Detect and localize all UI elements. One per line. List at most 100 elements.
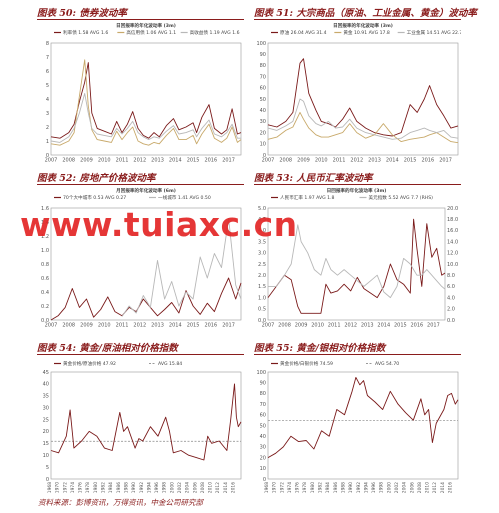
x-tick-label: 1992	[139, 482, 145, 493]
chart-title: 日回报率的年化波动率 (3m)	[327, 187, 387, 194]
y-tick-label: 1.4	[41, 220, 49, 226]
y-tick-label: 45	[43, 370, 49, 376]
x-tick-label: 2008	[200, 482, 206, 493]
y-tick-label: 50	[260, 97, 266, 103]
panel-title: 图表 55: 黄金/银相对价格指数	[254, 343, 386, 354]
x-tick-label: 2016	[411, 323, 424, 329]
x-tick-label: 2002	[394, 482, 400, 493]
plot-frame	[267, 371, 459, 480]
x-tick-label: 1986	[116, 482, 122, 493]
x-tick-label: 2013	[361, 323, 374, 329]
legend-label: 70个大中城市 0.53 AVG 0.27	[63, 194, 126, 201]
x-tick-label: 1972	[279, 482, 285, 493]
x-tick-label: 2010	[98, 158, 111, 164]
y-tick-label: 0	[263, 477, 266, 483]
x-tick-label: 2012	[344, 323, 357, 329]
x-tick-label: 2012	[133, 158, 146, 164]
y2-tick-label: 16.0	[447, 228, 458, 234]
chart-title: 日回报率的年化波动率 (3m)	[116, 22, 176, 29]
legend-label: AVG 54.70	[375, 361, 399, 367]
series-line	[267, 98, 459, 140]
y-tick-label: 40	[43, 382, 49, 388]
x-tick-label: 1976	[78, 482, 84, 493]
x-tick-label: 1996	[371, 482, 377, 493]
panel-title: 图表 50: 债券波动率	[37, 8, 127, 19]
panel-gold-oil-ratio: 图表 54: 黄金/原油相对价格指数 0 5 10 15 20 25 30 35 40 45 196…	[37, 340, 244, 493]
y-tick-label: 5	[46, 465, 49, 471]
x-tick-label: 2006	[409, 482, 415, 493]
x-tick-label: 2015	[187, 323, 200, 329]
legend-label: 利率债 1.58 AVG 1.6	[63, 29, 108, 36]
x-tick-label: 2016	[421, 158, 434, 164]
y-tick-label: 10	[43, 453, 49, 459]
x-tick-label: 2010	[98, 323, 111, 329]
x-tick-label: 1980	[310, 482, 316, 493]
x-tick-label: 1974	[70, 482, 76, 493]
y-tick-label: 1	[46, 139, 49, 145]
x-tick-label: 2006	[192, 482, 198, 493]
y-tick-label: 8	[46, 41, 49, 47]
x-tick-label: 1980	[93, 482, 99, 493]
y-tick-label: 80	[260, 391, 266, 397]
x-tick-label: 2017	[222, 323, 235, 329]
y-tick-label: 0.0	[258, 318, 266, 324]
series-line	[267, 111, 459, 144]
x-tick-label: 2009	[80, 323, 93, 329]
x-tick-label: 2013	[368, 158, 381, 164]
plot-frame	[50, 207, 242, 321]
y-tick-label: 3.0	[258, 251, 266, 257]
x-tick-label: 2013	[151, 158, 164, 164]
panel-title: 图表 52: 房地产价格波动率	[37, 173, 156, 184]
y-tick-label: 30	[260, 445, 266, 451]
x-tick-label: 1978	[302, 482, 308, 493]
y-tick-label: 20	[260, 455, 266, 461]
y-tick-label: 3	[46, 111, 49, 117]
y-tick-label: 90	[260, 52, 266, 58]
y-tick-label: 6	[46, 69, 49, 75]
y2-tick-label: 2.0	[447, 307, 455, 313]
x-tick-label: 2009	[295, 323, 308, 329]
x-tick-label: 2000	[386, 482, 392, 493]
x-tick-label: 1974	[287, 482, 293, 493]
x-tick-label: 2010	[315, 158, 328, 164]
y-tick-label: 1.5	[258, 284, 266, 290]
series-line	[50, 92, 241, 143]
x-tick-label: 2011	[116, 323, 129, 329]
legend-label: 工业金属 14.51 AVG 22.7	[407, 29, 461, 36]
x-tick-label: 1998	[162, 482, 168, 493]
x-tick-label: 2004	[185, 482, 191, 493]
rmb-volatility-chart: 日回报率的年化波动率 (3m) 0.0 0.5 1.0 1.5 2.0 2.5 3.0 3.5 4…	[258, 187, 458, 329]
series-line	[50, 277, 242, 321]
y-tick-label: 10	[260, 466, 266, 472]
x-tick-label: 2011	[328, 323, 341, 329]
x-tick-label: 1984	[108, 482, 114, 493]
x-tick-label: 2002	[177, 482, 183, 493]
y-tick-label: 0	[46, 477, 49, 483]
real-estate-volatility-chart: 月回报率的年化波动率 (6m) 0.0 0.2 0.4 0.6 0.8 1.0 1.2 1.4 1…	[41, 187, 242, 329]
x-tick-label: 2015	[187, 158, 200, 164]
x-tick-label: 1968	[47, 482, 53, 493]
title-rule	[254, 184, 461, 185]
x-tick-label: 2011	[116, 158, 129, 164]
series-line	[267, 58, 459, 137]
y-tick-label: 0.0	[41, 318, 49, 324]
x-tick-label: 1990	[131, 482, 137, 493]
x-tick-label: 2014	[169, 323, 182, 329]
x-tick-label: 1996	[154, 482, 160, 493]
y-tick-label: 7	[46, 55, 49, 61]
y-tick-label: 40	[260, 434, 266, 440]
x-tick-label: 1988	[340, 482, 346, 493]
x-tick-label: 2010	[425, 482, 431, 493]
legend-label: 高信用债 1.06 AVG 1.1	[126, 29, 176, 36]
x-tick-label: 1992	[356, 482, 362, 493]
y-tick-label: 0.6	[41, 276, 49, 282]
chart-title: 日回报率的年化波动率 (3m)	[333, 22, 393, 29]
y-tick-label: 30	[43, 405, 49, 411]
y-tick-label: 35	[43, 394, 49, 400]
x-tick-label: 1970	[272, 482, 278, 493]
watermark: www.tuiaxc.cn	[20, 205, 298, 244]
x-tick-label: 2016	[231, 482, 237, 493]
legend-label: 黄金 10.91 AVG 17.8	[343, 29, 390, 36]
panel-title: 图表 51: 大宗商品（原油、工业金属、黄金）波动率	[254, 8, 477, 19]
legend-label: 一线城市 1.41 AVG 0.50	[158, 194, 211, 201]
